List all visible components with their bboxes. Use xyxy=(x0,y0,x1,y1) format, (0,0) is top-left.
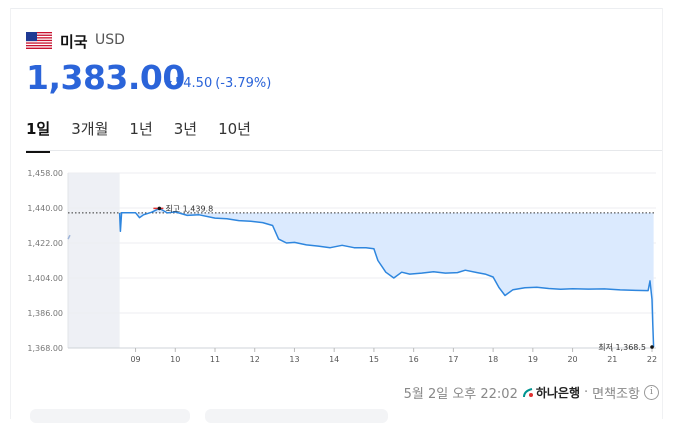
x-tick-label: 12 xyxy=(250,355,260,364)
country-name: 미국 xyxy=(60,33,88,51)
card-top-border xyxy=(10,8,662,9)
x-tick-label: 22 xyxy=(647,355,657,364)
night-band xyxy=(68,173,120,348)
x-tick-label: 18 xyxy=(488,355,498,364)
change-amount: 54.50 xyxy=(175,76,213,91)
hana-bank-logo-icon xyxy=(522,387,533,397)
exchange-rate-chart[interactable]: 1,458.00 1,440.00 1,422.00 1,404.00 1,386.00… xyxy=(0,160,689,375)
y-tick-label: 1,368.00 xyxy=(27,344,63,353)
source-name: 하나은행 xyxy=(535,386,581,400)
y-tick-label: 1,422.00 xyxy=(27,239,63,248)
x-tick-label: 15 xyxy=(369,355,379,364)
price-change: 54.50 (-3.79%) xyxy=(164,76,271,91)
change-percent: (-3.79%) xyxy=(215,76,272,91)
x-tick-label: 13 xyxy=(289,355,299,364)
down-triangle-icon xyxy=(164,81,172,87)
update-timestamp: 5월 2일 오후 22:02 xyxy=(403,387,518,402)
y-tick-label: 1,440.00 xyxy=(27,204,63,213)
bottom-card-left[interactable] xyxy=(30,409,190,423)
area-fill xyxy=(119,208,654,347)
us-flag-icon xyxy=(26,32,52,49)
bottom-card-right[interactable] xyxy=(205,409,388,423)
tab-3m[interactable]: 3개월 xyxy=(71,120,109,138)
x-tick-label: 16 xyxy=(409,355,419,364)
disclaimer-link[interactable]: 면책조항 xyxy=(592,387,640,402)
x-tick-label: 19 xyxy=(528,355,538,364)
source-provider[interactable]: 하나은행 xyxy=(522,384,580,401)
separator: · xyxy=(584,385,589,400)
y-tick-label: 1,458.00 xyxy=(27,169,63,178)
y-tick-label: 1,386.00 xyxy=(27,309,63,318)
tab-3y[interactable]: 3년 xyxy=(173,120,198,138)
series-line xyxy=(118,207,655,348)
x-tick-label: 11 xyxy=(210,355,220,364)
x-tick-label: 10 xyxy=(170,355,180,364)
x-tick-label: 21 xyxy=(607,355,617,364)
x-tick-label: 17 xyxy=(448,355,458,364)
tabs-divider xyxy=(26,150,662,151)
card-right-border xyxy=(662,8,663,419)
x-tick-label: 09 xyxy=(130,355,140,364)
high-label: 최고 1,439.8 xyxy=(165,203,213,213)
x-tick-label: 20 xyxy=(567,355,577,364)
x-tick-label: 14 xyxy=(329,355,339,364)
y-tick-label: 1,404.00 xyxy=(27,274,63,283)
premarket-line xyxy=(67,234,71,240)
currency-code: USD xyxy=(95,32,125,48)
moon-icon xyxy=(101,354,106,362)
current-price: 1,383.00 xyxy=(26,58,185,97)
tab-1y[interactable]: 1년 xyxy=(129,120,153,138)
low-point xyxy=(650,345,654,349)
info-icon[interactable]: i xyxy=(644,385,659,400)
chart-footer: 5월 2일 오후 22:02 하나은행 · 면책조항 i xyxy=(404,383,659,402)
low-label: 최저 1,368.5 xyxy=(598,342,646,352)
high-point xyxy=(157,206,162,211)
tab-1d[interactable]: 1일 xyxy=(26,118,51,153)
card-left-border xyxy=(10,8,11,419)
period-tabs: 1일 3개월 1년 3년 10년 xyxy=(26,118,272,153)
tab-10y[interactable]: 10년 xyxy=(218,120,251,138)
